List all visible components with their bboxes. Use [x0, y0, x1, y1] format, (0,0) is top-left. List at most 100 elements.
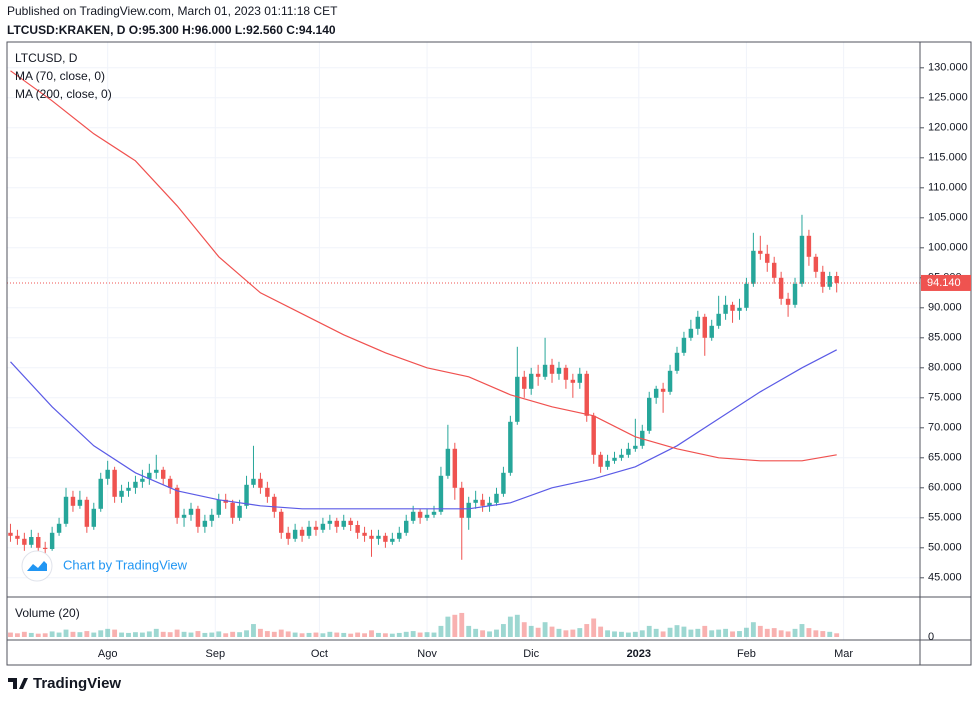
candle-body: [834, 276, 839, 283]
volume-bar: [445, 616, 451, 637]
legend-ma70: MA (70, close, 0): [15, 69, 105, 83]
candle-body: [112, 469, 117, 497]
candle-body: [355, 525, 360, 533]
volume-bar: [153, 628, 159, 637]
volume-bar: [730, 631, 735, 637]
candle-body: [327, 520, 333, 524]
volume-bar: [313, 632, 319, 637]
candle-body: [445, 448, 451, 476]
volume-bar: [195, 631, 201, 637]
volume-bar: [674, 625, 680, 637]
volume-bar: [334, 632, 340, 637]
candle-body: [431, 511, 437, 515]
candle-body: [84, 499, 90, 527]
volume-bar: [834, 633, 840, 637]
candle-body: [265, 487, 270, 497]
candle-body: [383, 535, 388, 542]
volume-bar: [362, 633, 367, 637]
volume-bar: [660, 631, 666, 637]
candle-body: [730, 304, 735, 311]
volume-legend: Volume (20): [15, 606, 80, 620]
volume-bar: [382, 633, 388, 637]
volume-bar: [806, 628, 812, 637]
volume-bar: [63, 629, 69, 637]
volume-bar: [327, 631, 333, 637]
candle-body: [827, 276, 832, 287]
y-tick-label: 90.000: [928, 302, 962, 314]
volume-bar: [771, 628, 777, 637]
candle-body: [563, 367, 569, 380]
volume-bar: [146, 631, 152, 637]
legend-symbol: LTCUSD, D: [15, 51, 78, 65]
moving-average: [10, 349, 837, 510]
moving-average: [10, 70, 837, 462]
footer: TradingView: [33, 675, 121, 692]
volume-bar: [292, 632, 298, 637]
watermark: Chart by TradingView: [63, 557, 188, 572]
volume-bar: [813, 630, 819, 637]
candle-body: [459, 487, 464, 518]
volume-bar: [778, 630, 784, 637]
candle-body: [285, 532, 291, 539]
volume-bar: [244, 630, 249, 637]
volume-bar: [681, 626, 687, 637]
volume-bar: [737, 631, 742, 637]
volume-bar: [8, 632, 13, 637]
volume-bar: [473, 628, 479, 637]
candle-body: [681, 337, 687, 353]
candle-body: [91, 508, 97, 527]
volume-bar: [278, 629, 284, 637]
volume-bar: [139, 632, 145, 637]
candle-body: [501, 472, 506, 494]
volume-bar: [750, 622, 756, 637]
candle-body: [36, 537, 41, 548]
candle-body: [410, 511, 416, 521]
volume-bar: [126, 632, 131, 637]
x-tick-label: Feb: [737, 648, 756, 660]
candle-body: [98, 478, 103, 509]
volume-bar: [223, 633, 229, 637]
volume-bar: [369, 630, 374, 637]
candle-body: [612, 457, 617, 461]
candle-body: [549, 364, 555, 374]
candle-body: [667, 370, 673, 392]
candle-body: [15, 535, 20, 539]
x-tick-label: Sep: [205, 648, 225, 660]
candle-body: [77, 499, 83, 506]
candle-body: [29, 537, 34, 545]
volume-bar: [480, 630, 486, 637]
y-tick-label: 50.000: [928, 542, 962, 554]
volume-bar: [389, 633, 395, 637]
y-tick-label: 120.000: [928, 122, 968, 134]
candle-body: [660, 388, 666, 392]
candle-body: [154, 469, 159, 473]
candle-body: [744, 283, 749, 308]
candle-body: [584, 373, 589, 416]
candle-body: [452, 448, 458, 488]
volume-bar: [133, 632, 138, 637]
volume-bar: [35, 633, 41, 637]
candle-body: [56, 523, 62, 533]
volume-bar: [209, 632, 215, 637]
volume-bar: [667, 627, 673, 637]
volume-bar: [653, 628, 659, 637]
volume-bar: [285, 631, 291, 637]
y-tick-label: 55.000: [928, 512, 962, 524]
candle-body: [160, 469, 166, 479]
candle-body: [369, 535, 374, 539]
x-tick-label: Oct: [311, 648, 328, 660]
candle-body: [591, 415, 596, 455]
candle-body: [334, 520, 340, 527]
candle-body: [792, 283, 798, 305]
candle-body: [702, 316, 707, 338]
candle-body: [167, 478, 173, 488]
volume-bar: [181, 631, 187, 637]
y-tick-label: 85.000: [928, 332, 962, 344]
volume-bar: [605, 630, 610, 637]
volume-bar: [188, 632, 194, 637]
volume-bar: [709, 630, 715, 637]
volume-bar: [70, 631, 76, 637]
volume-bar: [112, 629, 118, 637]
volume-bar: [528, 625, 534, 637]
candle-body: [528, 373, 534, 389]
